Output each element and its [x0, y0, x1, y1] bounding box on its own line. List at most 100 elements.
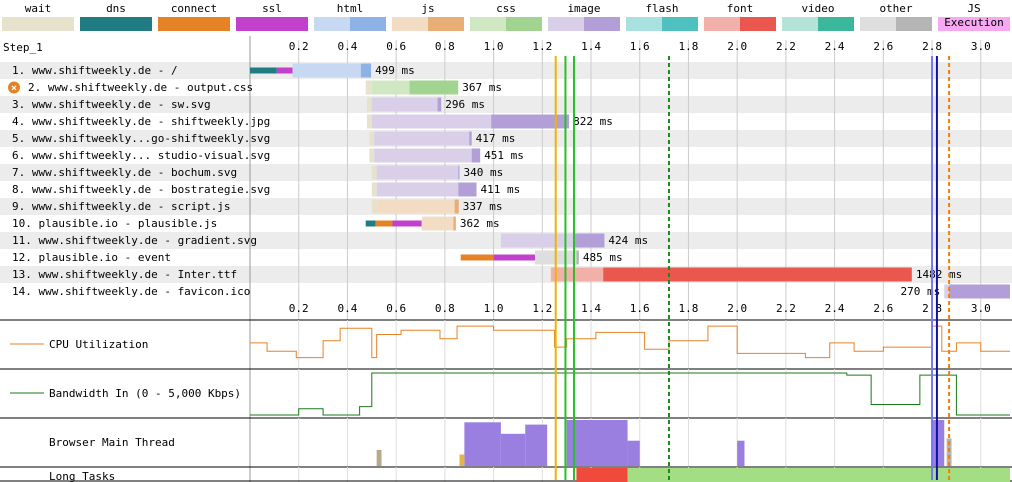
legend-item: html	[314, 2, 386, 31]
row-stripe	[0, 283, 1012, 300]
main-thread-block	[737, 440, 745, 466]
request-duration: 1482 ms	[916, 268, 962, 281]
request-label: 14. www.shiftweekly.de - favicon.ico	[12, 285, 250, 298]
x-tick-label: 1.6	[630, 302, 650, 315]
legend-item: JS Execution	[938, 2, 1010, 31]
request-label: 6. www.shiftweekly... studio-visual.svg	[12, 149, 270, 162]
request-bar-segment	[374, 131, 470, 146]
waterfall-chart: Step_1 0.2 0.2 0.4 0.4 0.6 0.6 0.8 0.8 1.0 1.0 1.2 1…	[0, 36, 1012, 482]
request-duration: 451 ms	[484, 149, 524, 162]
request-bar-segment	[365, 80, 372, 95]
request-bar-segment	[366, 114, 372, 129]
request-bar-segment	[491, 114, 570, 129]
row-stripe	[0, 198, 1012, 215]
request-bar-segment	[375, 220, 393, 227]
request-bar-segment	[392, 220, 422, 227]
request-label: 7. www.shiftweekly.de - bochum.svg	[12, 166, 237, 179]
request-bar-segment	[493, 254, 535, 261]
x-tick-label: 1.8	[679, 302, 699, 315]
chart-title: Step_1	[3, 41, 43, 54]
request-bar-segment	[371, 97, 438, 112]
request-bar-segment	[460, 254, 494, 261]
legend-label: js	[421, 2, 435, 15]
request-duration: 499 ms	[375, 64, 415, 77]
legend-item: font	[704, 2, 776, 31]
legend-label: JS Execution	[944, 2, 1004, 29]
x-tick-label: 0.2	[289, 40, 309, 53]
main-thread-block	[946, 438, 952, 466]
main-thread-block	[566, 420, 628, 466]
x-tick-label: 0.8	[435, 302, 455, 315]
legend-swatch	[782, 17, 854, 31]
row-stripe	[0, 164, 1012, 181]
x-tick-label: 0.4	[337, 40, 357, 53]
request-bar-segment	[371, 199, 377, 214]
row-stripe	[0, 62, 1012, 79]
request-label: 1. www.shiftweekly.de - /	[12, 64, 178, 77]
legend-swatch	[392, 17, 464, 31]
error-icon	[8, 81, 20, 94]
request-bar-segment	[949, 284, 1010, 299]
request-duration: 296 ms	[445, 98, 485, 111]
request-duration: 424 ms	[608, 234, 648, 247]
panel-label: CPU Utilization	[49, 338, 148, 351]
x-tick-label: 2.8	[922, 40, 942, 53]
legend: wait dns connect ssl html js css image flash font…	[0, 0, 1012, 34]
request-bar-segment	[371, 165, 377, 180]
legend-label: connect	[170, 2, 218, 15]
request-label: 8. www.shiftweekly.de - bostrategie.svg	[12, 183, 270, 196]
x-tick-label: 2.2	[776, 302, 796, 315]
legend-item: dns	[80, 2, 152, 31]
request-bar-segment	[603, 267, 912, 282]
request-bar-segment	[500, 233, 574, 248]
request-bar-segment	[374, 148, 472, 163]
request-label: 4. www.shiftweekly.de - shiftweekly.jpg	[12, 115, 270, 128]
x-tick-label: 2.2	[776, 40, 796, 53]
legend-label: html	[336, 2, 364, 15]
request-bar-segment	[292, 63, 361, 78]
x-tick-label: 0.2	[289, 302, 309, 315]
request-bar-segment	[576, 250, 579, 265]
legend-label: css	[496, 2, 516, 15]
legend-item: other	[860, 2, 932, 31]
long-task-block	[627, 468, 1010, 482]
panel-label: Long Tasks	[49, 470, 115, 482]
x-tick-label: 3.0	[971, 40, 991, 53]
legend-label: font	[726, 2, 754, 15]
x-tick-label: 2.4	[825, 40, 845, 53]
x-tick-label: 0.6	[386, 40, 406, 53]
request-bar-segment	[376, 182, 459, 197]
request-bar-segment	[371, 182, 377, 197]
request-bar-segment	[458, 182, 477, 197]
legend-item: wait	[2, 2, 74, 31]
request-duration: 417 ms	[476, 132, 516, 145]
legend-item: js	[392, 2, 464, 31]
x-tick-label: 3.0	[971, 302, 991, 315]
request-bar-segment	[421, 216, 454, 231]
request-label: 2. www.shiftweekly.de - output.css	[28, 81, 253, 94]
x-tick-label: 1.2	[532, 40, 552, 53]
legend-item: flash	[626, 2, 698, 31]
request-duration: 411 ms	[481, 183, 521, 196]
request-bar-segment	[376, 199, 455, 214]
x-tick-label: 2.4	[825, 302, 845, 315]
request-bar-segment	[458, 165, 460, 180]
request-bar-segment	[471, 148, 481, 163]
bandwidth-line	[250, 372, 1010, 416]
legend-label: other	[879, 2, 913, 15]
request-bar-segment	[369, 148, 375, 163]
legend-swatch	[2, 17, 74, 31]
legend-item: connect	[158, 2, 230, 31]
legend-swatch	[470, 17, 542, 31]
x-tick-label: 0.8	[435, 40, 455, 53]
x-tick-label: 2.0	[727, 302, 747, 315]
row-stripe	[0, 130, 1012, 147]
request-duration: 340 ms	[463, 166, 503, 179]
x-tick-label: 2.0	[727, 40, 747, 53]
request-bar-segment	[371, 114, 492, 129]
x-tick-label: 1.8	[679, 40, 699, 53]
legend-item: video	[782, 2, 854, 31]
request-bar-segment	[944, 284, 950, 299]
request-bar-segment	[365, 220, 376, 227]
request-bar-segment	[366, 97, 372, 112]
